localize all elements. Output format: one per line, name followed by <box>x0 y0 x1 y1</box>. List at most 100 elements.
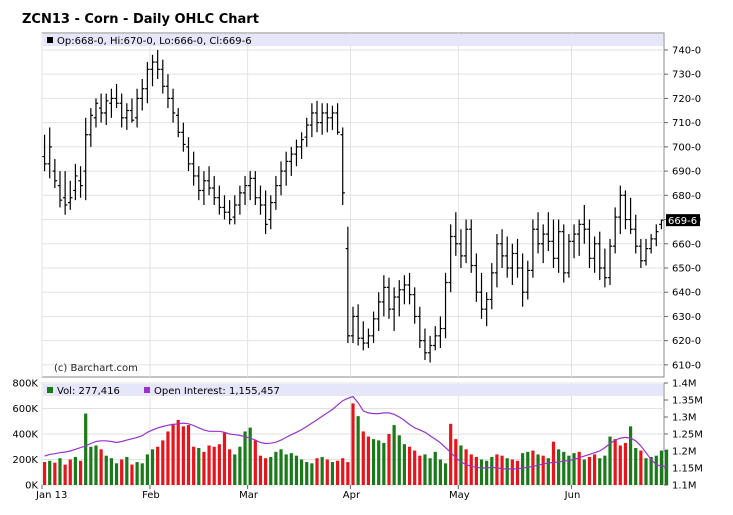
ohlc-bar <box>407 272 412 305</box>
ohlc-bar <box>443 272 448 339</box>
volume-bar <box>526 451 530 485</box>
volume-bar <box>104 455 108 485</box>
volume-bar <box>186 425 191 485</box>
volume-bar <box>495 454 499 485</box>
ohlc-bar <box>294 139 299 167</box>
volume-bar <box>320 456 324 485</box>
volume-bar <box>284 454 288 485</box>
ohlc-bar <box>170 88 176 123</box>
ohlc-bar <box>165 74 171 109</box>
price-tick-label: 730-0 <box>672 70 701 81</box>
ohlc-bar <box>607 238 613 285</box>
ohlc-bar <box>479 272 484 319</box>
ohlc-bar <box>104 93 109 126</box>
volume-bar <box>377 440 381 485</box>
volume-bar <box>181 426 185 485</box>
ohlc-bar <box>93 98 99 128</box>
volume-bar <box>161 440 165 485</box>
volume-bar <box>150 449 155 485</box>
ohlc-bar <box>546 212 551 252</box>
volume-bar <box>264 458 268 485</box>
ohlc-bar <box>242 175 248 205</box>
volume-bar <box>490 456 494 485</box>
price-tick-label: 630-0 <box>672 312 701 323</box>
volume-bar <box>238 446 242 485</box>
volume-bar <box>109 458 113 485</box>
volume-bar <box>402 444 407 485</box>
volume-bar <box>567 455 571 485</box>
oi-tick-label: 1.1M <box>672 481 697 492</box>
volume-bar <box>335 460 340 485</box>
volume-bar <box>125 456 129 485</box>
volume-bar <box>140 463 144 485</box>
volume-legend-swatch <box>47 387 53 393</box>
ohlc-bar <box>232 195 237 225</box>
ohlc-bar <box>98 93 104 123</box>
ohlc-bar <box>505 236 510 278</box>
ohlc-bar <box>499 229 505 268</box>
volume-bar <box>253 440 257 485</box>
ohlc-bar <box>196 166 201 201</box>
ohlc-bar <box>263 190 268 235</box>
volume-bar <box>418 455 422 485</box>
ohlc-bar <box>643 238 649 266</box>
volume-bar <box>243 431 247 485</box>
volume-bar <box>207 445 211 485</box>
volume-bar <box>582 459 586 485</box>
volume-bar <box>48 460 52 485</box>
ohlc-bar <box>68 180 73 210</box>
volume-bar <box>233 454 237 485</box>
volume-bar <box>58 458 62 485</box>
ohlc-bar <box>484 292 489 327</box>
volume-bar <box>217 444 221 485</box>
ohlc-bar <box>237 185 243 215</box>
date-axis: Jan 13 Feb Mar Apr May Jun <box>35 485 580 501</box>
volume-bar <box>73 456 78 485</box>
volume-bar <box>120 459 124 485</box>
chart-title: ZCN13 - Corn - Daily OHLC Chart <box>22 12 259 27</box>
volume-bar <box>356 416 360 485</box>
date-tick-label: Jan 13 <box>35 490 67 501</box>
ohlc-bar <box>340 127 345 205</box>
ohlc-bar <box>597 231 602 281</box>
ohlc-bar <box>587 219 592 268</box>
ohlc-bar <box>314 100 320 133</box>
ohlc-bar <box>247 171 253 201</box>
price-tick-label: 680-0 <box>672 191 701 202</box>
volume-bar <box>546 458 550 485</box>
ohlc-bar <box>309 103 315 138</box>
volume-bar <box>135 462 139 485</box>
ohlc-bar <box>361 321 366 351</box>
ohlc-bar <box>129 98 135 123</box>
price-tick-label: 610-0 <box>672 360 701 371</box>
volume-legend-bar <box>43 384 663 396</box>
price-panel: 740-0730-0720-0710-0700-0690-0680-0670-0… <box>41 32 701 378</box>
volume-bar <box>649 456 653 485</box>
ohlc-bar <box>160 59 166 94</box>
ohlc-bar <box>319 103 325 135</box>
volume-bar <box>577 451 581 485</box>
volume-bar <box>659 450 664 485</box>
volume-bar <box>407 446 412 485</box>
ohlc-bar <box>453 212 459 256</box>
date-tick-label: May <box>449 490 470 501</box>
ohlc-bar <box>556 219 561 273</box>
volume-bar <box>53 462 57 485</box>
volume-bar <box>474 456 478 485</box>
ohlc-bar <box>427 335 433 363</box>
volume-bar <box>274 451 278 485</box>
ohlc-bar <box>592 236 597 273</box>
volume-bar <box>145 454 149 485</box>
volume-bar <box>366 436 371 485</box>
ohlc-bar <box>345 226 351 344</box>
ohlc-bar <box>57 171 63 208</box>
ohlc-bar <box>119 93 124 128</box>
ohlc-bar <box>412 287 417 324</box>
volume-bar <box>598 458 602 485</box>
open-interest-line <box>44 395 667 470</box>
ohlc-bar <box>659 219 664 230</box>
volume-bar <box>634 448 638 485</box>
volume-bar <box>315 458 319 485</box>
volume-legend-label: Vol: 277,416 <box>57 386 120 397</box>
volume-bar <box>664 449 669 485</box>
